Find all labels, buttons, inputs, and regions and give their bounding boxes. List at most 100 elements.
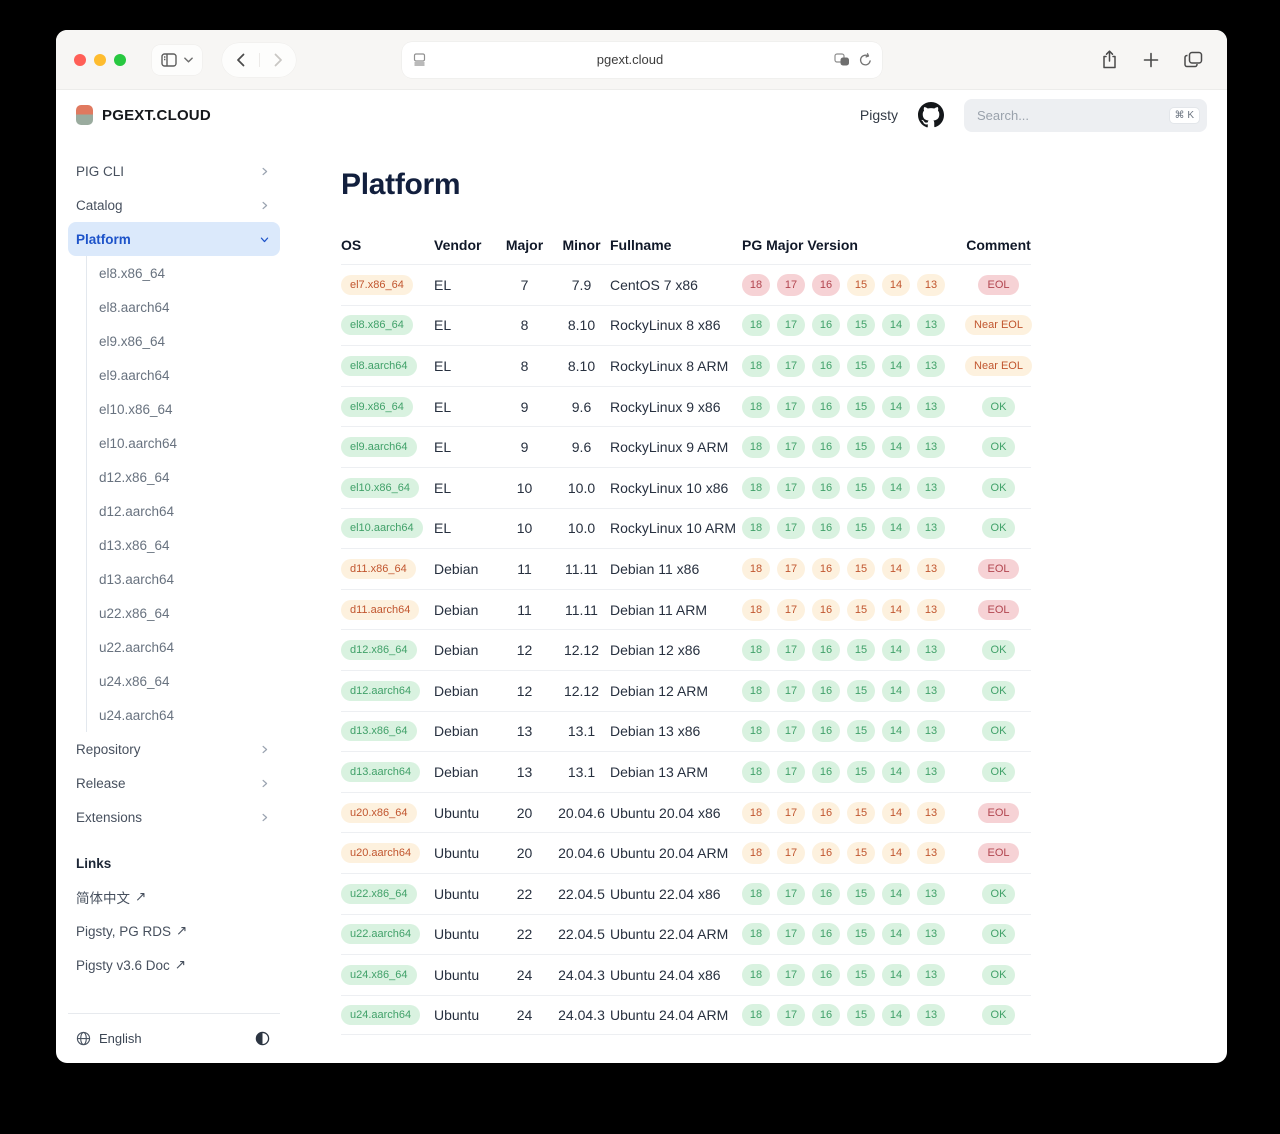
pg-version-badge: 16 bbox=[812, 273, 840, 296]
table-row: u20.aarch64 Ubuntu 20 20.04.6 Ubuntu 20.04 A… bbox=[341, 832, 1031, 873]
sidebar-subitem-el9.x86_64[interactable]: el9.x86_64 bbox=[99, 333, 166, 349]
sidebar-subitem-d12.x86_64[interactable]: d12.x86_64 bbox=[99, 469, 170, 485]
comment-badge: EOL bbox=[978, 843, 1019, 864]
sidebar-subitem-el8.aarch64[interactable]: el8.aarch64 bbox=[99, 299, 170, 315]
sidebar-item-release[interactable]: Release bbox=[68, 766, 280, 800]
sidebar-subitem-d13.aarch64[interactable]: d13.aarch64 bbox=[99, 571, 175, 587]
pg-version-badge: 16 bbox=[812, 476, 840, 499]
pg-version-badge: 17 bbox=[777, 598, 805, 621]
sidebar-subitem-u24.aarch64[interactable]: u24.aarch64 bbox=[99, 707, 175, 723]
os-badge: d11.aarch64 bbox=[341, 599, 420, 620]
language-button[interactable]: English bbox=[76, 1031, 142, 1046]
zoom-button[interactable] bbox=[114, 53, 126, 66]
table-row: el7.x86_64 EL 7 7.9 CentOS 7 x86 18 17 16 15 14 13… bbox=[341, 264, 1031, 305]
external-link[interactable]: 简体中文 ↗ bbox=[68, 880, 280, 914]
pg-version-badges: 18 17 16 15 14 13 bbox=[742, 923, 966, 946]
reload-button[interactable] bbox=[859, 52, 872, 67]
os-badge: el10.x86_64 bbox=[341, 477, 419, 498]
pg-version-badge: 13 bbox=[917, 720, 945, 743]
close-button[interactable] bbox=[74, 53, 86, 66]
pg-version-badge: 16 bbox=[812, 882, 840, 905]
minimize-button[interactable] bbox=[94, 53, 106, 66]
minor-cell: 20.04.6 bbox=[558, 845, 605, 862]
vendor-cell: Debian bbox=[434, 723, 479, 740]
share-icon[interactable] bbox=[1101, 49, 1118, 70]
table-row: el10.x86_64 EL 10 10.0 RockyLinux 10 x86 18 17… bbox=[341, 466, 1031, 508]
pg-version-badges: 18 17 16 15 14 13 bbox=[742, 1003, 966, 1026]
sidebar-subitem-d13.x86_64[interactable]: d13.x86_64 bbox=[99, 537, 170, 553]
pg-version-badge: 17 bbox=[777, 314, 805, 337]
os-badge: el10.aarch64 bbox=[341, 518, 423, 539]
fullname-cell: Ubuntu 20.04 ARM bbox=[610, 845, 729, 862]
sidebar-item-pig-cli[interactable]: PIG CLI bbox=[68, 154, 280, 188]
major-cell: 24 bbox=[516, 1006, 533, 1023]
search-input[interactable]: Search... ⌘ K bbox=[964, 98, 1207, 132]
pg-version-badge: 14 bbox=[882, 314, 910, 337]
brand[interactable]: PGEXT.CLOUD bbox=[76, 105, 211, 125]
sidebar-subitem-el9.aarch64[interactable]: el9.aarch64 bbox=[99, 367, 170, 383]
theme-toggle-icon[interactable] bbox=[255, 1031, 270, 1046]
pg-version-badge: 18 bbox=[742, 639, 770, 662]
minor-cell: 8.10 bbox=[567, 357, 596, 374]
sidebar-subitem-u22.aarch64[interactable]: u22.aarch64 bbox=[99, 639, 175, 655]
minor-cell: 12.12 bbox=[563, 682, 600, 699]
comment-badge: OK bbox=[981, 477, 1016, 498]
sidebar-subitem-d12.aarch64[interactable]: d12.aarch64 bbox=[99, 503, 175, 519]
external-link[interactable]: Pigsty v3.6 Doc ↗ bbox=[68, 948, 280, 982]
fullname-cell: RockyLinux 8 x86 bbox=[610, 317, 721, 334]
pg-version-badge: 17 bbox=[777, 842, 805, 865]
address-bar[interactable]: pgext.cloud bbox=[401, 41, 882, 78]
vendor-cell: Debian bbox=[434, 763, 479, 780]
os-badge: u24.x86_64 bbox=[341, 964, 417, 985]
vendor-cell: Ubuntu bbox=[434, 845, 480, 862]
sidebar-item-label: Catalog bbox=[76, 197, 123, 213]
sidebar-item-repository[interactable]: Repository bbox=[68, 732, 280, 766]
sidebar-icon bbox=[161, 52, 177, 67]
new-tab-icon[interactable] bbox=[1143, 52, 1159, 68]
sidebar-subitem-el10.x86_64[interactable]: el10.x86_64 bbox=[99, 401, 173, 417]
sidebar-toggle-button[interactable] bbox=[152, 44, 202, 75]
history-nav bbox=[222, 42, 296, 77]
pg-version-badge: 17 bbox=[777, 801, 805, 824]
fullname-cell: CentOS 7 x86 bbox=[610, 276, 698, 293]
translate-icon[interactable] bbox=[833, 53, 850, 66]
sidebar: PIG CLI Catalog Platform el8.x86_64 el8.aarc… bbox=[56, 140, 290, 1063]
pg-version-badge: 16 bbox=[812, 842, 840, 865]
pg-version-badges: 18 17 16 15 14 13 bbox=[742, 395, 966, 418]
pigsty-link[interactable]: Pigsty bbox=[859, 107, 898, 123]
sidebar-subitem-el10.aarch64[interactable]: el10.aarch64 bbox=[99, 435, 178, 451]
pg-version-badges: 18 17 16 15 14 13 bbox=[742, 639, 966, 662]
major-cell: 13 bbox=[516, 723, 533, 740]
sidebar-subitem-u24.x86_64[interactable]: u24.x86_64 bbox=[99, 673, 170, 689]
sidebar-subitem-u22.x86_64[interactable]: u22.x86_64 bbox=[99, 605, 170, 621]
pg-version-badge: 17 bbox=[777, 639, 805, 662]
pg-version-badge: 15 bbox=[847, 314, 875, 337]
browser-toolbar: pgext.cloud bbox=[56, 30, 1227, 90]
minor-cell: 22.04.5 bbox=[558, 926, 605, 943]
pg-version-badge: 16 bbox=[812, 436, 840, 459]
pg-version-badge: 16 bbox=[812, 395, 840, 418]
back-button[interactable] bbox=[222, 53, 259, 67]
major-cell: 8 bbox=[520, 357, 529, 374]
comment-badge: EOL bbox=[978, 802, 1019, 823]
vendor-cell: Ubuntu bbox=[434, 885, 480, 902]
minor-cell: 13.1 bbox=[567, 763, 596, 780]
sidebar-subitem-el8.x86_64[interactable]: el8.x86_64 bbox=[99, 265, 166, 281]
os-badge: u20.x86_64 bbox=[341, 802, 417, 823]
main-content: Platform OS Vendor Major Minor Fullname PG Ma… bbox=[290, 140, 1227, 1063]
pg-version-badge: 16 bbox=[812, 557, 840, 580]
link-label: Pigsty, PG RDS bbox=[76, 923, 172, 939]
vendor-cell: EL bbox=[434, 479, 452, 496]
pg-version-badge: 14 bbox=[882, 598, 910, 621]
fullname-cell: Debian 12 x86 bbox=[610, 642, 701, 659]
pg-version-badges: 18 17 16 15 14 13 bbox=[742, 882, 966, 905]
github-icon[interactable] bbox=[918, 102, 944, 128]
external-link[interactable]: Pigsty, PG RDS ↗ bbox=[68, 914, 280, 948]
sidebar-item-label: PIG CLI bbox=[76, 163, 125, 179]
tab-overview-icon[interactable] bbox=[1184, 51, 1203, 68]
sidebar-item-catalog[interactable]: Catalog bbox=[68, 188, 280, 222]
sidebar-item-extensions[interactable]: Extensions bbox=[68, 800, 280, 834]
forward-button[interactable] bbox=[259, 52, 296, 67]
comment-badge: OK bbox=[981, 721, 1016, 742]
sidebar-item-platform[interactable]: Platform bbox=[68, 222, 280, 256]
